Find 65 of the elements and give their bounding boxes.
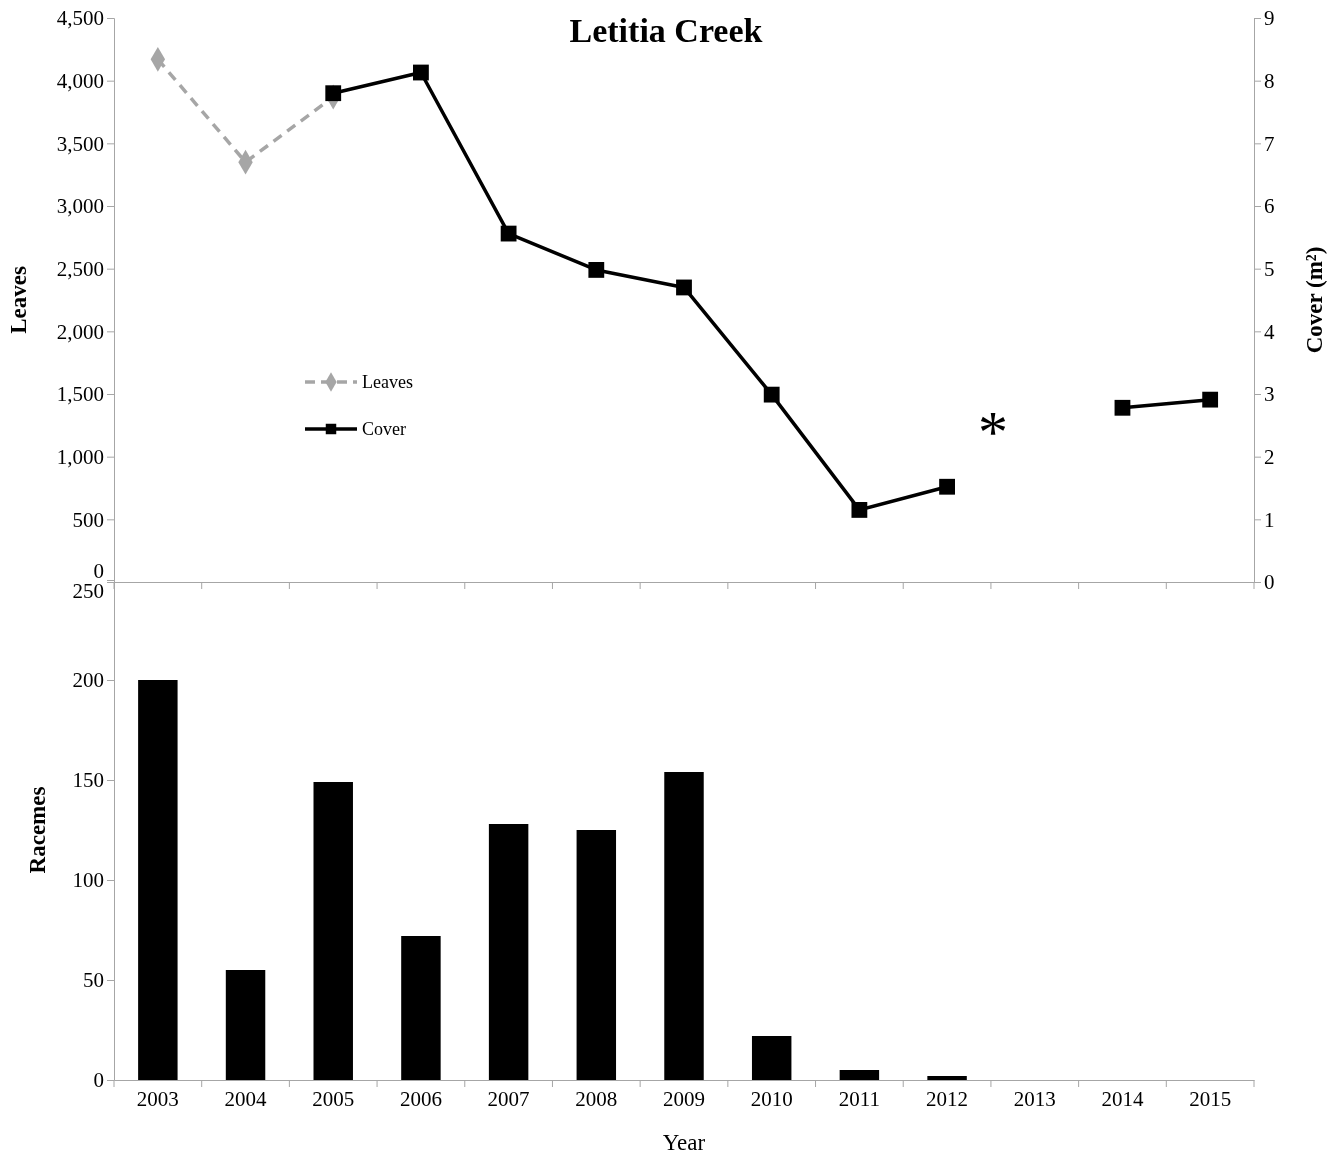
bar <box>401 936 441 1080</box>
bar <box>839 1070 880 1080</box>
point <box>851 502 868 518</box>
y-tick-label: 100 <box>72 868 104 893</box>
bar <box>664 772 704 1080</box>
point <box>588 262 605 278</box>
x-tick-label: 2005 <box>312 1087 355 1112</box>
bar <box>576 830 617 1080</box>
y-tick-label: 2,000 <box>56 319 104 344</box>
y-tick-label: 0 <box>93 1068 104 1093</box>
y-tick-label: 50 <box>83 968 104 993</box>
y-tick-label: 4,000 <box>56 68 104 93</box>
chart-title: Letitia Creek <box>569 12 763 49</box>
point <box>939 478 955 495</box>
bar <box>927 1076 967 1080</box>
y2-axis-title: Cover (m²) <box>1302 246 1327 354</box>
y2-tick-label: 2 <box>1264 444 1275 469</box>
point <box>325 85 342 102</box>
y-tick-label: 3,000 <box>56 194 104 219</box>
y2-tick-label: 6 <box>1264 194 1275 219</box>
x-tick-label: 2015 <box>1189 1087 1232 1112</box>
point <box>500 225 517 242</box>
bar <box>488 824 529 1080</box>
x-tick-label: 2004 <box>224 1087 268 1112</box>
x-axis-title: Year <box>662 1130 706 1155</box>
y2-tick-label: 4 <box>1264 319 1275 344</box>
y-tick-label: 1,000 <box>56 444 104 469</box>
x-tick-label: 2003 <box>136 1087 179 1112</box>
x-tick-label: 2007 <box>487 1087 530 1112</box>
y2-tick-label: 9 <box>1264 6 1275 31</box>
y-tick-label: 150 <box>72 768 104 793</box>
annotation: * <box>978 399 1008 465</box>
bar <box>313 782 353 1080</box>
y2-tick-label: 0 <box>1264 570 1275 595</box>
y-tick-label: 4,500 <box>56 6 104 31</box>
x-tick-label: 2014 <box>1101 1087 1144 1112</box>
y2-tick-label: 5 <box>1264 256 1275 281</box>
x-tick-label: 2006 <box>399 1087 442 1112</box>
bar <box>138 680 178 1080</box>
bar <box>751 1036 792 1080</box>
x-tick-label: 2012 <box>926 1087 969 1112</box>
y2-tick-label: 7 <box>1264 131 1275 156</box>
point <box>1202 391 1219 408</box>
y-axis-title: Leaves <box>6 266 31 334</box>
x-tick-label: 2011 <box>838 1087 880 1112</box>
x-tick-label: 2013 <box>1013 1087 1056 1112</box>
x-tick-label: 2009 <box>663 1087 705 1112</box>
y-axis-title: Racemes <box>25 786 50 874</box>
legend-label: Cover <box>362 419 406 439</box>
y-tick-label: 2,500 <box>56 256 104 281</box>
x-tick-label: 2010 <box>750 1087 793 1112</box>
y2-tick-label: 3 <box>1264 382 1275 407</box>
y-tick-label: 3,500 <box>56 131 104 156</box>
bar <box>225 970 266 1080</box>
x-tick-label: 2008 <box>575 1087 618 1112</box>
y2-tick-label: 8 <box>1264 68 1275 93</box>
point <box>1114 399 1131 416</box>
point <box>413 64 429 81</box>
point <box>763 386 780 403</box>
legend-label: Leaves <box>362 372 413 392</box>
y-tick-label: 500 <box>72 507 104 532</box>
y-tick-label: 1,500 <box>56 382 104 407</box>
y-tick-label: 200 <box>72 668 104 693</box>
y2-tick-label: 1 <box>1264 507 1275 532</box>
point <box>676 279 692 296</box>
